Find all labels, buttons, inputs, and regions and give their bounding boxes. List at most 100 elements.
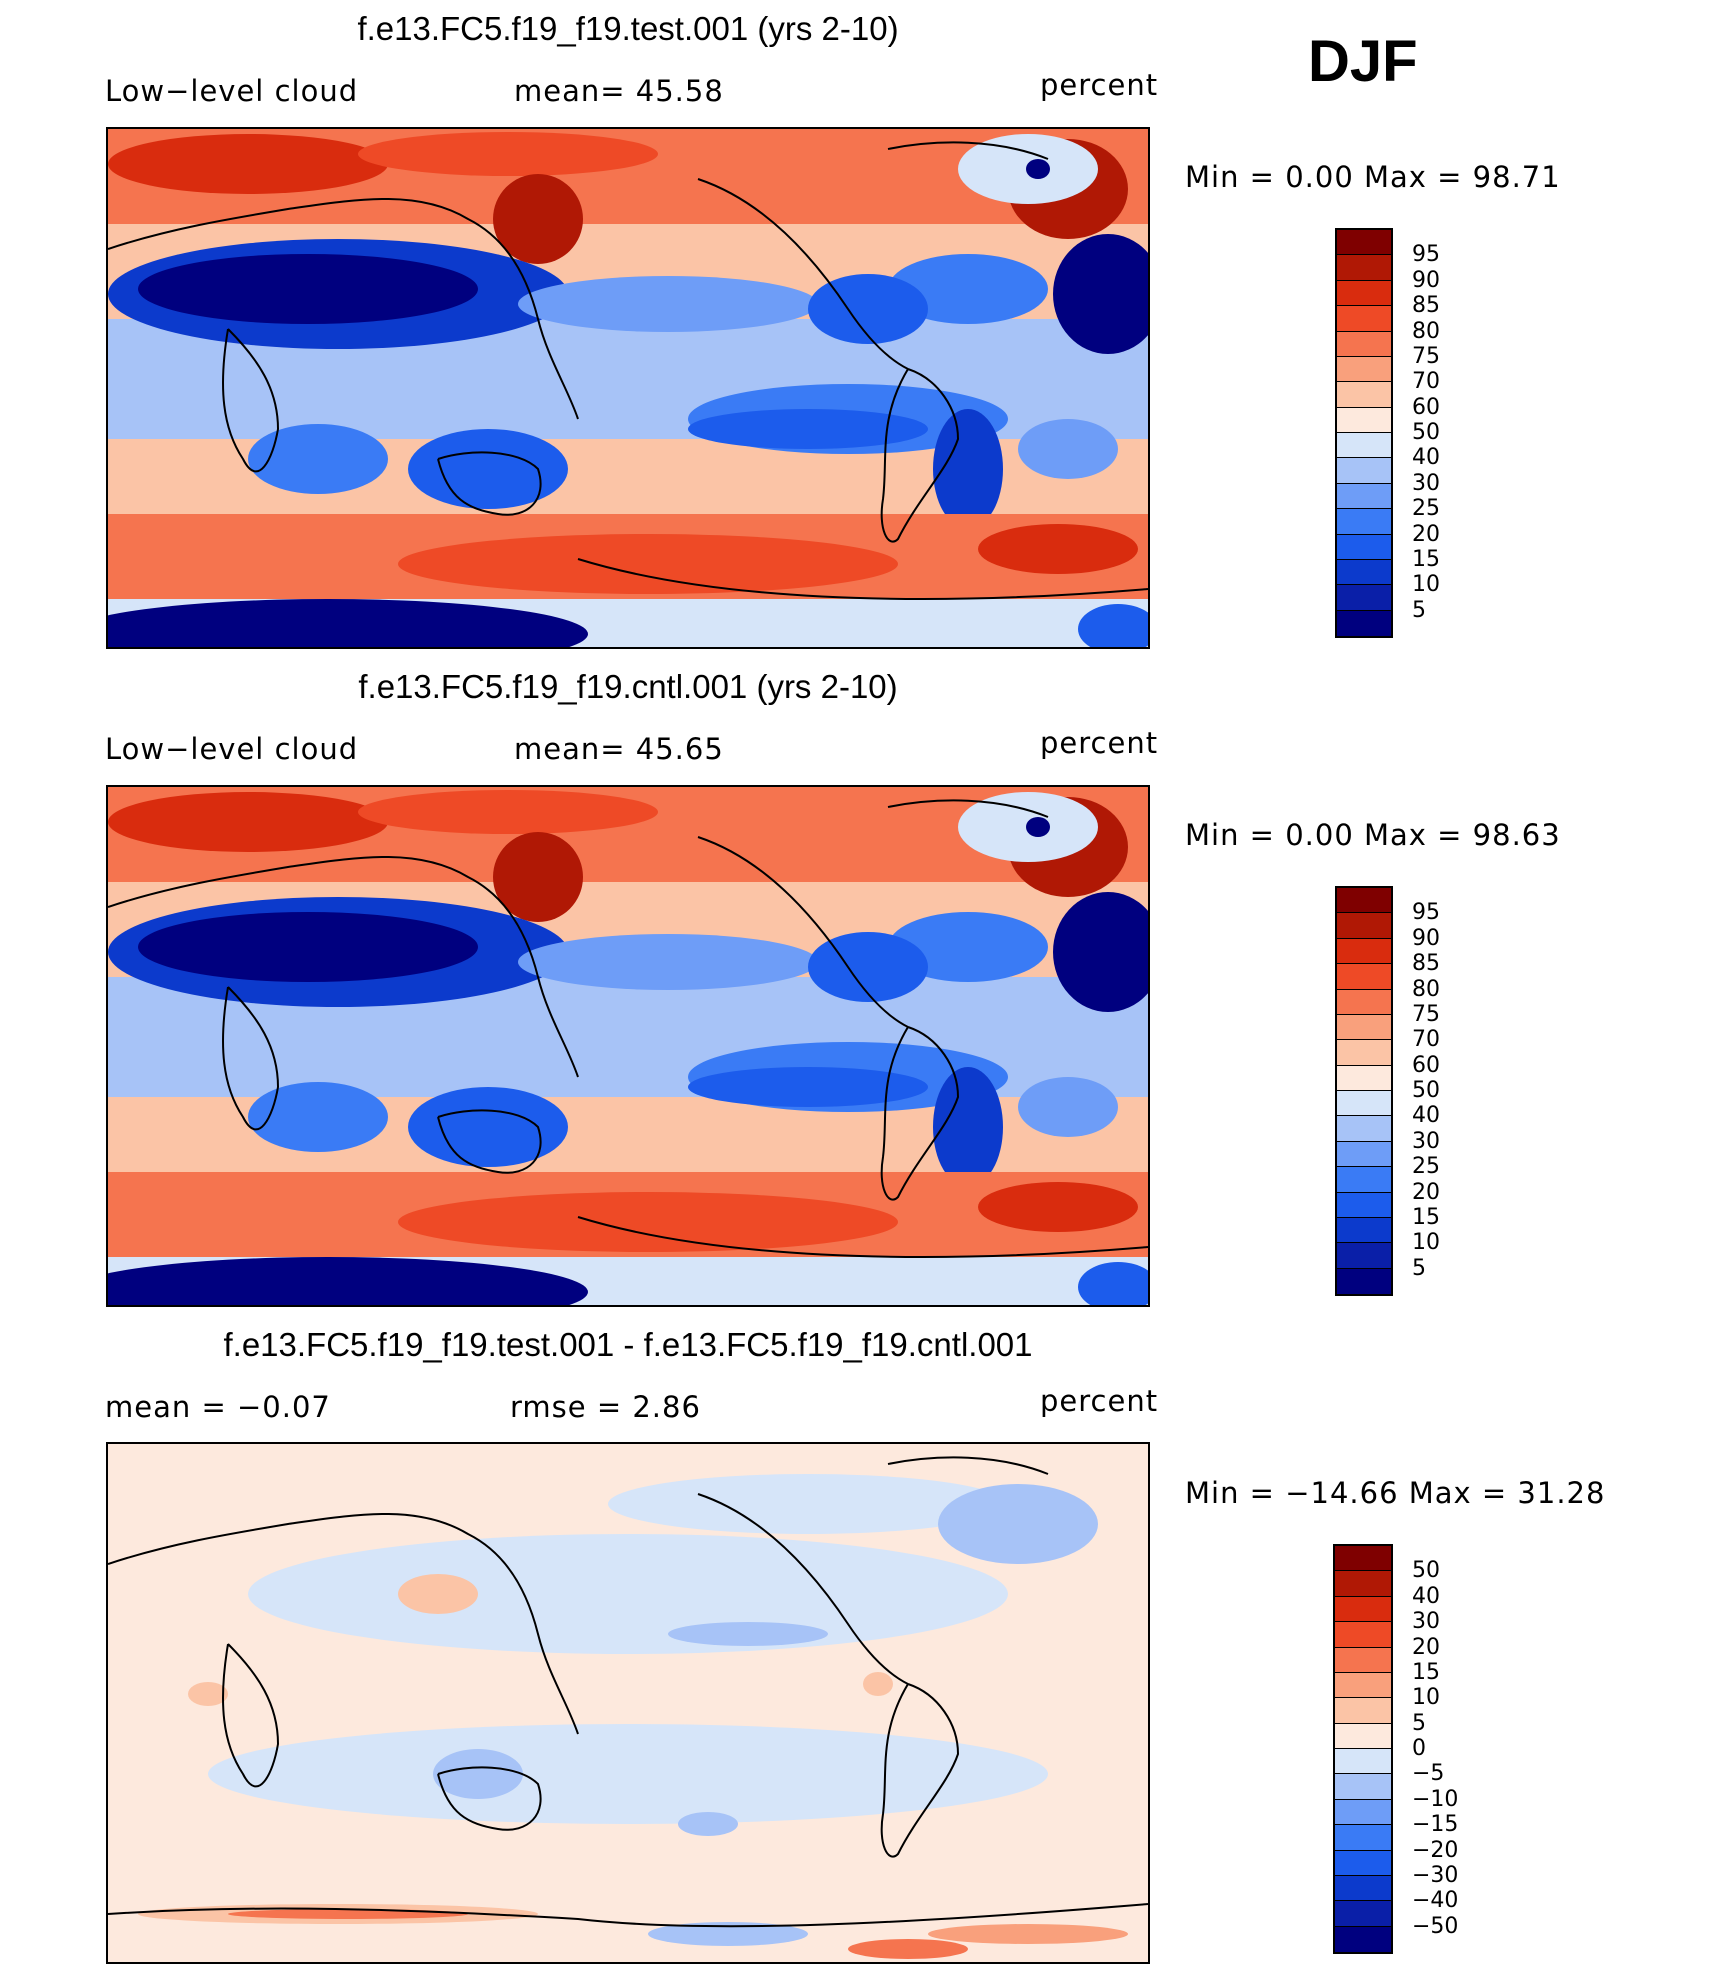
colorbar-tick-label: 20 <box>1412 1179 1440 1205</box>
colorbar-box <box>1337 255 1391 281</box>
colorbar-box <box>1337 1091 1391 1117</box>
panel-2-minmax: Min = 0.00 Max = 98.63 <box>1185 818 1561 852</box>
colorbar-tick-label: 15 <box>1412 546 1440 572</box>
colorbar-tick-label: 40 <box>1412 1583 1440 1609</box>
colorbar-tick-label: 80 <box>1412 318 1440 344</box>
colorbar-box <box>1337 356 1391 383</box>
colorbar-box <box>1337 1141 1391 1168</box>
colorbar-box <box>1337 1167 1391 1193</box>
colorbar-box <box>1337 382 1391 408</box>
colorbar-box <box>1335 1622 1391 1648</box>
colorbar-tick-label: 5 <box>1412 1710 1426 1736</box>
colorbar-tick-label: −50 <box>1412 1913 1459 1939</box>
colorbar-tick-label: −15 <box>1412 1812 1459 1838</box>
colorbar-box <box>1337 331 1391 357</box>
panel-1-minmax: Min = 0.00 Max = 98.71 <box>1185 160 1561 194</box>
colorbar-tick-label: 80 <box>1412 976 1440 1002</box>
panel-1-map-field <box>108 129 1148 647</box>
panel-1-mean-label: mean= 45.58 <box>514 74 724 108</box>
colorbar-tick-label: 90 <box>1412 925 1440 951</box>
colorbar-box <box>1337 888 1391 914</box>
panel-2-units-label: percent <box>1040 726 1159 760</box>
panel-3-map-field <box>108 1444 1148 1962</box>
colorbar-box <box>1335 1926 1391 1952</box>
colorbar-tick-label: 30 <box>1412 470 1440 496</box>
colorbar-box <box>1337 407 1391 433</box>
colorbar-box <box>1337 280 1391 307</box>
colorbar-box <box>1335 1596 1391 1623</box>
colorbar-tick-label: 75 <box>1412 343 1440 369</box>
colorbar-box <box>1337 483 1391 510</box>
colorbar-tick-label: 60 <box>1412 1052 1440 1078</box>
colorbar-tick-label: 40 <box>1412 1103 1440 1129</box>
colorbar-box <box>1335 1901 1391 1927</box>
colorbar-box <box>1335 1647 1391 1673</box>
colorbar-tick-label: 15 <box>1412 1659 1440 1685</box>
panel-1-map <box>106 127 1150 649</box>
colorbar-tick-label: −20 <box>1412 1837 1459 1863</box>
colorbar-box <box>1337 1217 1391 1244</box>
colorbar-tick-label: 5 <box>1412 1255 1426 1281</box>
colorbar-box <box>1335 1875 1391 1902</box>
colorbar-tick-label: 10 <box>1412 1685 1440 1711</box>
colorbar-box <box>1337 1243 1391 1269</box>
colorbar-tick-label: 85 <box>1412 293 1440 319</box>
colorbar-box <box>1337 230 1391 256</box>
colorbar-tick-label: 85 <box>1412 951 1440 977</box>
colorbar-tick-label: 25 <box>1412 1154 1440 1180</box>
colorbar-box <box>1335 1571 1391 1597</box>
colorbar-box <box>1335 1672 1391 1699</box>
colorbar-tick-label: 50 <box>1412 1078 1440 1103</box>
panel-2-title: f.e13.FC5.f19_f19.cntl.001 (yrs 2-10) <box>358 668 898 705</box>
panel-1-colorbar <box>1335 228 1393 638</box>
panel-3-minmax: Min = −14.66 Max = 31.28 <box>1185 1476 1606 1510</box>
colorbar-box <box>1337 534 1391 560</box>
colorbar-box <box>1337 1065 1391 1091</box>
colorbar-tick-label: 10 <box>1412 1230 1440 1256</box>
colorbar-tick-label: 15 <box>1412 1204 1440 1230</box>
panel-3-rmse-label: rmse = 2.86 <box>510 1390 701 1424</box>
panel-3-units-label: percent <box>1040 1384 1159 1418</box>
colorbar-box <box>1337 306 1391 332</box>
colorbar-tick-label: −30 <box>1412 1862 1459 1888</box>
colorbar-box <box>1335 1749 1391 1775</box>
season-label: DJF <box>1308 29 1418 94</box>
colorbar-tick-label: 0 <box>1412 1736 1426 1761</box>
colorbar-tick-label: 95 <box>1412 900 1440 926</box>
colorbar-box <box>1335 1799 1391 1826</box>
colorbar-tick-label: 75 <box>1412 1001 1440 1027</box>
colorbar-box <box>1337 1014 1391 1041</box>
colorbar-tick-label: 60 <box>1412 394 1440 420</box>
panel-2-colorbar <box>1335 886 1393 1296</box>
colorbar-tick-label: 50 <box>1412 1558 1440 1584</box>
panel-2-map-field <box>108 787 1148 1305</box>
colorbar-tick-label: 20 <box>1412 1634 1440 1660</box>
panel-1-variable-label: Low−level cloud <box>105 74 359 108</box>
colorbar-tick-label: 70 <box>1412 369 1440 395</box>
colorbar-tick-label: 30 <box>1412 1609 1440 1635</box>
colorbar-box <box>1337 1116 1391 1142</box>
panel-3-map <box>106 1442 1150 1964</box>
colorbar-tick-label: −40 <box>1412 1888 1459 1914</box>
colorbar-tick-label: 50 <box>1412 420 1440 445</box>
colorbar-tick-label: 95 <box>1412 242 1440 268</box>
panel-2-mean-label: mean= 45.65 <box>514 732 724 766</box>
colorbar-tick-label: 10 <box>1412 572 1440 598</box>
colorbar-box <box>1335 1850 1391 1876</box>
colorbar-tick-label: −10 <box>1412 1786 1459 1812</box>
colorbar-box <box>1337 913 1391 939</box>
colorbar-box <box>1335 1723 1391 1749</box>
colorbar-box <box>1335 1825 1391 1851</box>
panel-2-map <box>106 785 1150 1307</box>
colorbar-box <box>1335 1546 1391 1572</box>
panel-3-mean-label: mean = −0.07 <box>105 1390 331 1424</box>
colorbar-tick-label: −5 <box>1412 1761 1445 1787</box>
panel-1-title: f.e13.FC5.f19_f19.test.001 (yrs 2-10) <box>357 10 899 47</box>
colorbar-tick-label: 90 <box>1412 267 1440 293</box>
colorbar-box <box>1337 433 1391 459</box>
colorbar-tick-label: 30 <box>1412 1128 1440 1154</box>
colorbar-tick-label: 40 <box>1412 445 1440 471</box>
colorbar-box <box>1337 559 1391 586</box>
colorbar-tick-label: 70 <box>1412 1027 1440 1053</box>
colorbar-box <box>1337 1268 1391 1294</box>
